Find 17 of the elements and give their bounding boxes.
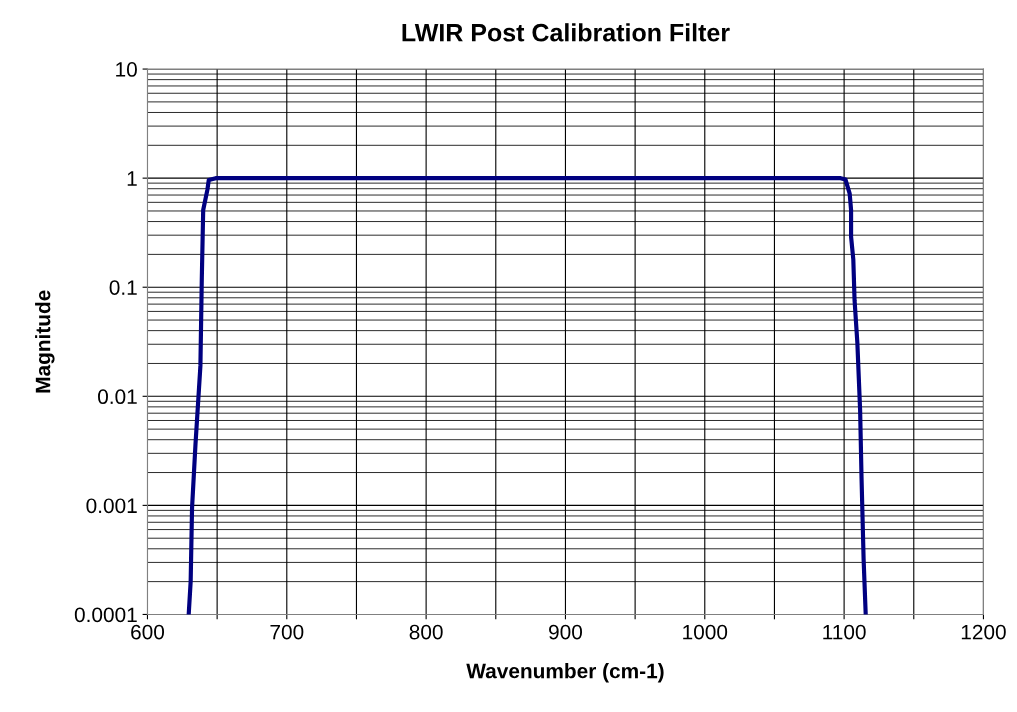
y-tick-label: 1	[127, 171, 137, 186]
x-tick-label: 600	[131, 624, 165, 640]
x-tick-label: 1100	[823, 624, 866, 640]
y-tick-label: 0.001	[86, 498, 137, 514]
y-tick-label: 0.0001	[74, 607, 137, 623]
y-axis-title: Magnitude	[35, 290, 55, 393]
chart-title: LWIR Post Calibration Filter	[402, 23, 730, 42]
x-tick-label: 700	[270, 624, 304, 640]
y-tick-label: 0.1	[109, 280, 137, 295]
x-tick-label: 800	[409, 624, 443, 640]
x-tick-label: 1000	[683, 624, 728, 640]
line-series	[186, 176, 868, 615]
y-tick-label: 10	[116, 62, 137, 77]
x-tick-label: 900	[549, 624, 583, 640]
x-axis-title: Wavenumber (cm-1)	[466, 663, 664, 683]
x-tick-label: 1200	[961, 624, 1006, 640]
y-tick-label: 0.01	[98, 389, 137, 405]
